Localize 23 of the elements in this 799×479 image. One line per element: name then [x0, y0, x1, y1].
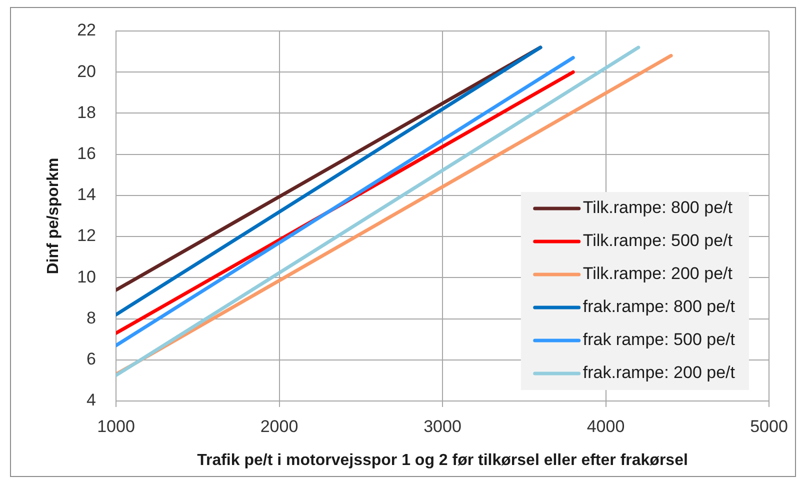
x-tick-label: 4000: [586, 416, 625, 436]
x-tick-label: 2000: [260, 416, 298, 436]
legend-label: Tilk.rampe: 800 pe/t: [582, 198, 733, 218]
legend-label: frak rampe: 500 pe/t: [582, 330, 736, 350]
x-tick-label: 5000: [750, 416, 788, 436]
y-tick-label: 18: [77, 102, 96, 122]
y-tick-label: 12: [77, 226, 96, 246]
y-tick-label: 14: [77, 185, 96, 204]
y-tick-label: 22: [77, 20, 96, 40]
y-tick-label: 16: [77, 144, 96, 164]
y-tick-label: 4: [86, 390, 96, 410]
y-tick-label: 8: [86, 308, 96, 328]
y-tick-label: 10: [77, 267, 96, 286]
y-tick-label: 6: [86, 350, 96, 369]
legend-label: Tilk.rampe: 500 pe/t: [582, 231, 733, 250]
y-tick-label: 20: [77, 62, 96, 81]
x-tick-label: 3000: [424, 416, 462, 436]
y-axis-title: Dinf pe/sporkm: [45, 158, 62, 274]
x-tick-label: 1000: [97, 416, 135, 436]
legend-label: frak.rampe: 200 pe/t: [582, 363, 736, 382]
legend-label: frak.rampe: 800 pe/t: [582, 297, 736, 316]
x-axis-title: Trafik pe/t i motorvejsspor 1 og 2 før tilkørsel eller efter frakørsel: [197, 452, 688, 469]
legend-label: Tilk.rampe: 200 pe/t: [582, 264, 733, 284]
